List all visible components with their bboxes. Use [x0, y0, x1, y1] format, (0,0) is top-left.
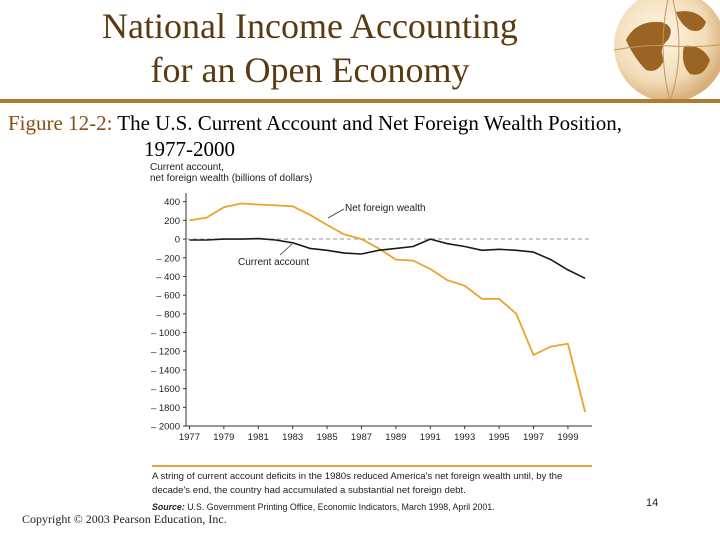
x-tick-label: 1989: [385, 432, 406, 443]
y-tick-label: – 1000: [151, 328, 180, 339]
annotation-current-account: Current account: [238, 257, 309, 268]
x-tick-label: 1977: [179, 432, 200, 443]
chart-note-line-2: decade's end, the country had accumulate…: [152, 485, 466, 496]
globe-icon: [613, 0, 720, 100]
note-divider: [152, 465, 592, 467]
figure-caption-text: The U.S. Current Account and Net Foreign…: [112, 111, 623, 135]
annotation-pointer: [279, 243, 293, 256]
current-account-line: [189, 237, 586, 280]
x-tick-label: 1991: [420, 432, 441, 443]
chart: Current account, net foreign wealth (bil…: [140, 160, 610, 520]
y-axis-label-line-2: net foreign wealth (billions of dollars): [150, 173, 313, 184]
y-tick-label: – 1800: [151, 403, 180, 414]
x-tick-label: 1999: [557, 432, 578, 443]
x-tick-label: 1995: [489, 432, 510, 443]
title-line-1: National Income Accounting: [102, 6, 518, 46]
x-tick-label: 1981: [248, 432, 269, 443]
chart-plot: 400 200 0 – 200 – 400 – 600 – 800 – 1000 – 1200 –…: [151, 193, 592, 443]
y-tick-label: 200: [164, 216, 180, 227]
x-tick-label: 1983: [282, 432, 303, 443]
annotation-pointer: [327, 208, 345, 219]
x-tick-label: 1979: [213, 432, 234, 443]
page-number: 14: [646, 497, 659, 509]
y-tick-label: – 600: [156, 291, 180, 302]
y-tick-label: – 800: [156, 309, 180, 320]
x-tick-label: 1993: [454, 432, 475, 443]
y-tick-label: – 1400: [151, 365, 180, 376]
title-divider: [0, 99, 720, 103]
y-tick-label: – 1600: [151, 384, 180, 395]
x-tick-label: 1987: [351, 432, 372, 443]
y-axis-label-line-1: Current account,: [150, 162, 224, 173]
y-tick-label: – 1200: [151, 347, 180, 358]
y-tick-label: 400: [164, 197, 180, 208]
slide-title: National Income Accounting for an Open E…: [40, 4, 580, 92]
y-tick-label: 0: [175, 235, 180, 246]
x-tick-label: 1985: [316, 432, 337, 443]
figure-caption: Figure 12-2: The U.S. Current Account an…: [8, 110, 718, 162]
chart-note: A string of current account deficits in …: [152, 470, 597, 498]
annotation-net-foreign-wealth: Net foreign wealth: [345, 203, 426, 214]
copyright: Copyright © 2003 Pearson Education, Inc.: [22, 512, 227, 526]
title-line-2: for an Open Economy: [150, 50, 470, 90]
y-tick-label: – 400: [156, 272, 180, 283]
y-tick-label: – 2000: [151, 422, 180, 433]
figure-caption-years: 1977-2000: [144, 137, 235, 161]
chart-note-line-1: A string of current account deficits in …: [152, 471, 563, 482]
x-tick-label: 1997: [523, 432, 544, 443]
y-tick-label: – 200: [156, 253, 180, 264]
source-label: Source:: [152, 502, 185, 512]
chart-source: Source: U.S. Government Printing Office,…: [152, 502, 602, 512]
source-text: U.S. Government Printing Office, Economi…: [184, 502, 495, 512]
figure-label: Figure 12-2:: [8, 111, 113, 135]
net-foreign-wealth-line: [189, 202, 586, 413]
